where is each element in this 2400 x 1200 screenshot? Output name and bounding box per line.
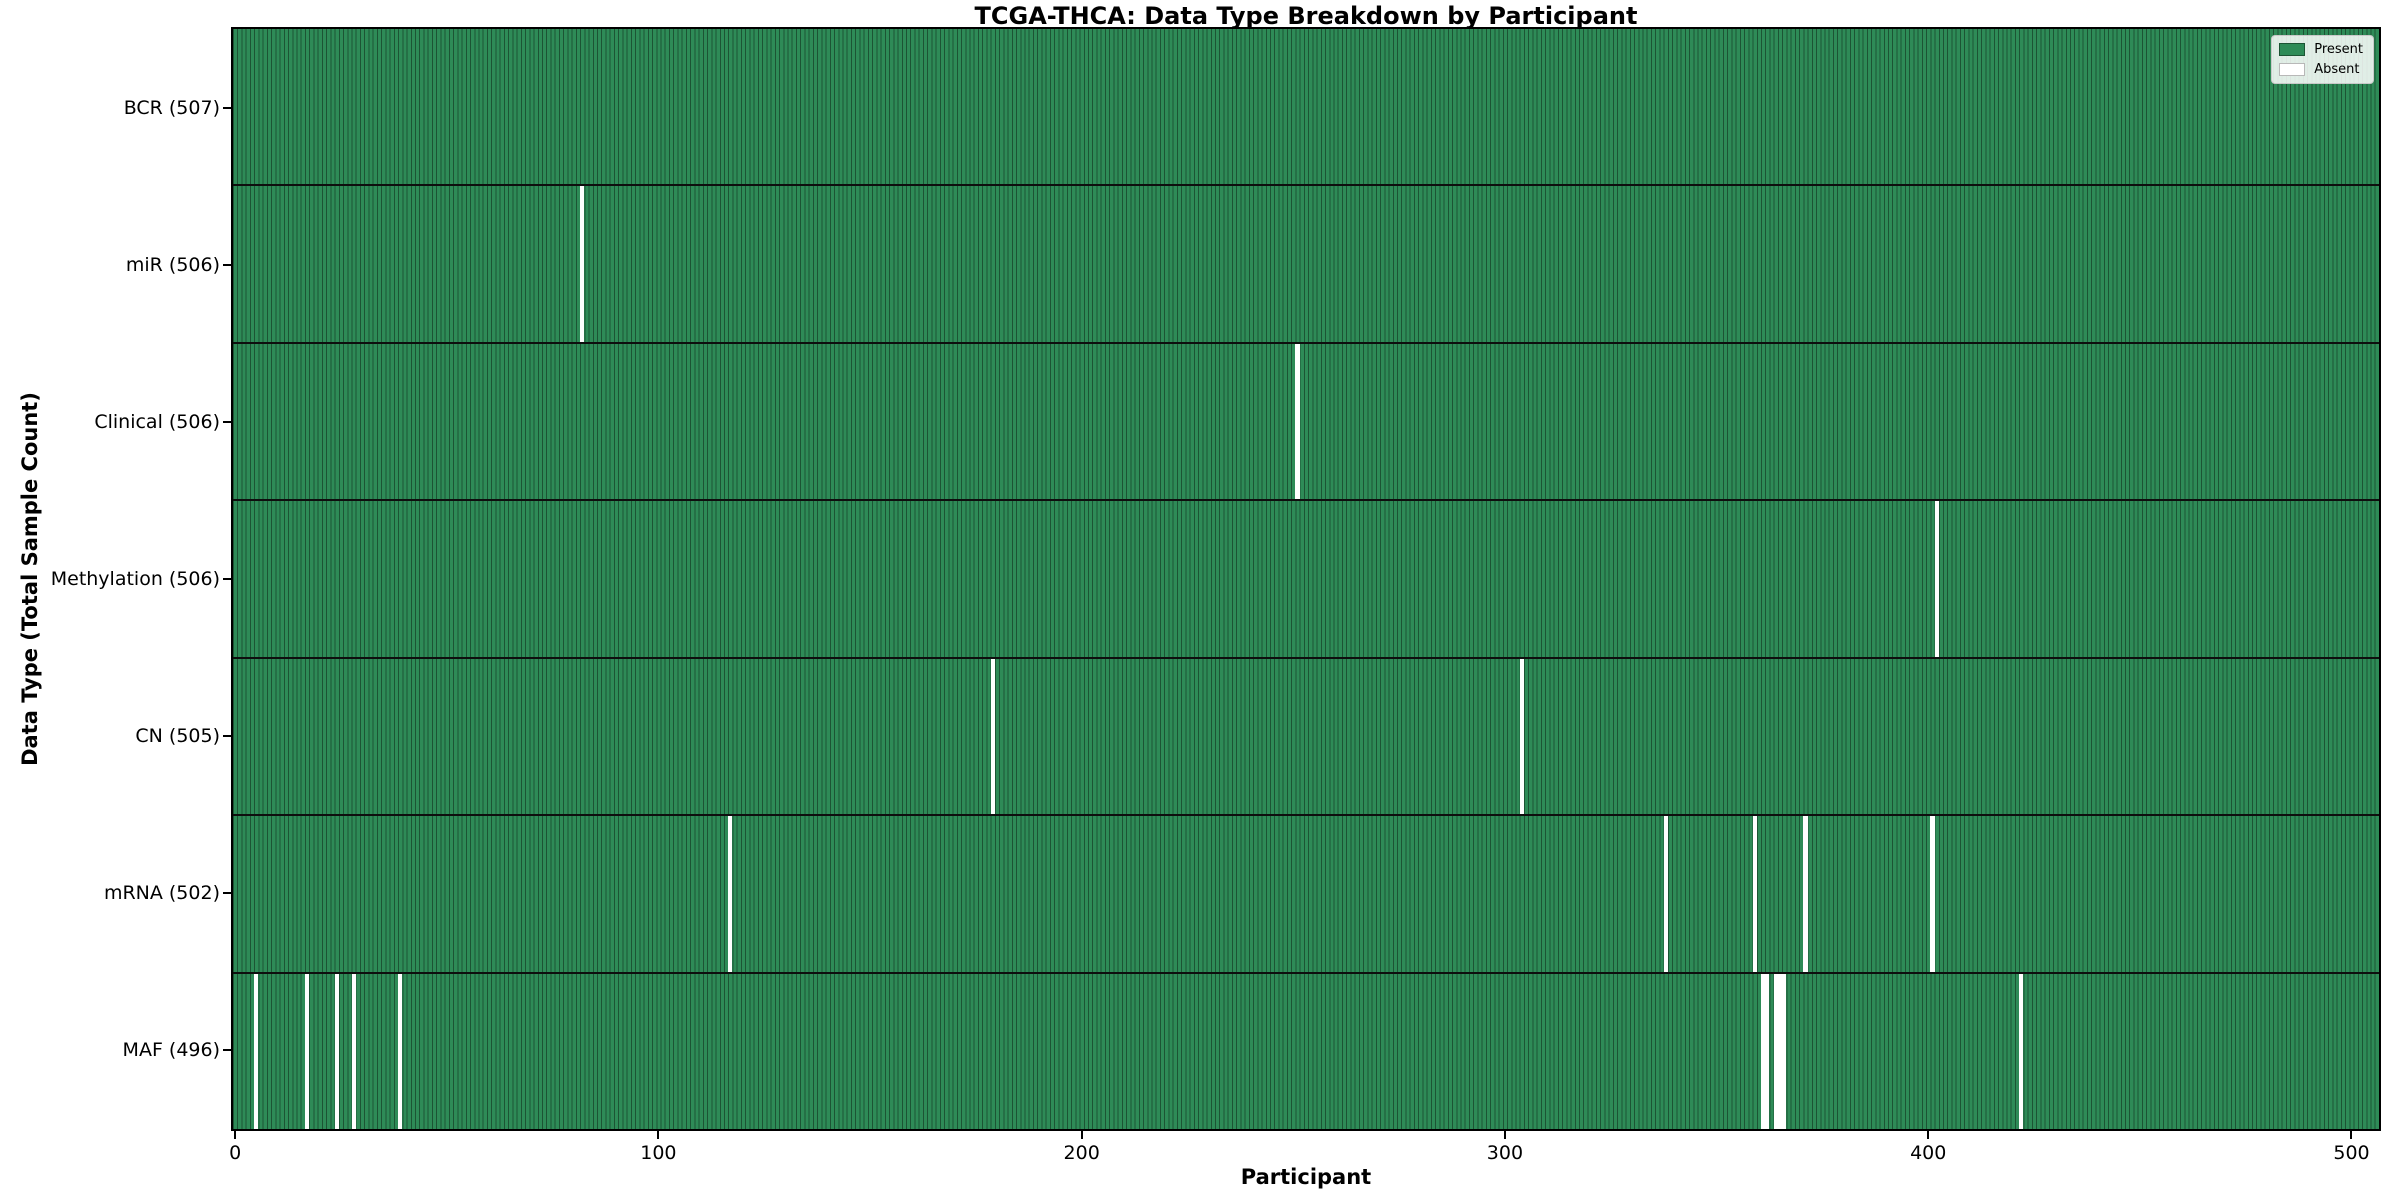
absent-stripe <box>1930 816 1935 972</box>
absent-stripe <box>1752 816 1757 972</box>
legend-label-absent: Absent <box>2314 62 2360 77</box>
y-tick-label-methylation: Methylation (506) <box>50 568 220 590</box>
legend: Present Absent <box>2271 35 2374 84</box>
legend-label-present: Present <box>2314 42 2363 57</box>
absent-stripe <box>1295 343 1300 500</box>
absent-stripe <box>1765 973 1770 1129</box>
absent-stripe <box>1773 973 1778 1129</box>
y-tick-mark <box>223 263 231 266</box>
absent-stripe <box>2019 973 2024 1129</box>
x-tick-mark <box>1080 1131 1083 1139</box>
y-tick-label-maf: MAF (496) <box>122 1039 220 1062</box>
heatmap-row-clinical <box>233 341 2379 500</box>
heatmap-row-mir <box>233 184 2379 342</box>
y-tick-mark <box>223 106 231 109</box>
absent-stripe <box>1519 658 1524 815</box>
x-axis-title: Participant <box>1240 1165 1372 1189</box>
y-tick-label-bcr: BCR (507) <box>123 96 220 119</box>
absent-stripe <box>1782 973 1787 1129</box>
y-tick-mark <box>223 1049 231 1052</box>
y-tick-mark <box>223 735 231 738</box>
x-tick-mark <box>234 1131 237 1139</box>
heatmap-row-methylation <box>233 499 2379 657</box>
absent-stripe <box>254 973 259 1129</box>
absent-stripe <box>1803 816 1808 972</box>
x-tick-label: 200 <box>1063 1142 1100 1164</box>
chart-title: TCGA-THCA: Data Type Breakdown by Partic… <box>974 2 1638 30</box>
x-tick-mark <box>657 1131 660 1139</box>
y-tick-label-clinical: Clinical (506) <box>94 410 220 433</box>
x-tick-label: 0 <box>229 1142 242 1164</box>
x-tick-label: 300 <box>1486 1142 1524 1164</box>
absent-stripe <box>1934 501 1939 657</box>
legend-item-absent: Absent <box>2279 62 2363 77</box>
x-tick-mark <box>1927 1131 1930 1139</box>
y-tick-mark <box>223 892 231 895</box>
absent-stripe <box>304 973 310 1129</box>
heatmap-row-cn <box>233 656 2379 815</box>
y-tick-mark <box>223 578 231 580</box>
absent-stripe <box>351 973 356 1129</box>
x-tick-label: 500 <box>2333 1142 2370 1164</box>
y-tick-label-mir: miR (506) <box>125 253 220 276</box>
absent-stripe <box>334 973 339 1129</box>
x-tick-label: 400 <box>1910 1142 1947 1164</box>
x-tick-mark <box>2350 1131 2353 1139</box>
heatmap-row-bcr <box>233 29 2379 185</box>
legend-swatch-present-icon <box>2279 43 2306 56</box>
legend-item-present: Present <box>2279 42 2363 57</box>
heatmap-row-mrna <box>233 814 2379 972</box>
x-tick-mark <box>1503 1131 1506 1139</box>
absent-stripe <box>1663 816 1668 972</box>
heatmap-row-maf <box>233 971 2379 1129</box>
absent-stripe <box>1777 973 1783 1129</box>
absent-stripe <box>728 816 733 972</box>
absent-stripe <box>990 658 995 815</box>
absent-stripe <box>1761 973 1766 1129</box>
y-tick-label-cn: CN (505) <box>135 725 220 748</box>
plot-area: Present Absent <box>231 27 2381 1131</box>
legend-swatch-absent-icon <box>2279 63 2306 76</box>
absent-stripe <box>580 186 585 342</box>
absent-stripe <box>398 973 403 1129</box>
y-tick-label-mrna: mRNA (502) <box>103 882 220 905</box>
y-tick-mark <box>223 420 231 423</box>
x-tick-label: 100 <box>640 1142 677 1164</box>
